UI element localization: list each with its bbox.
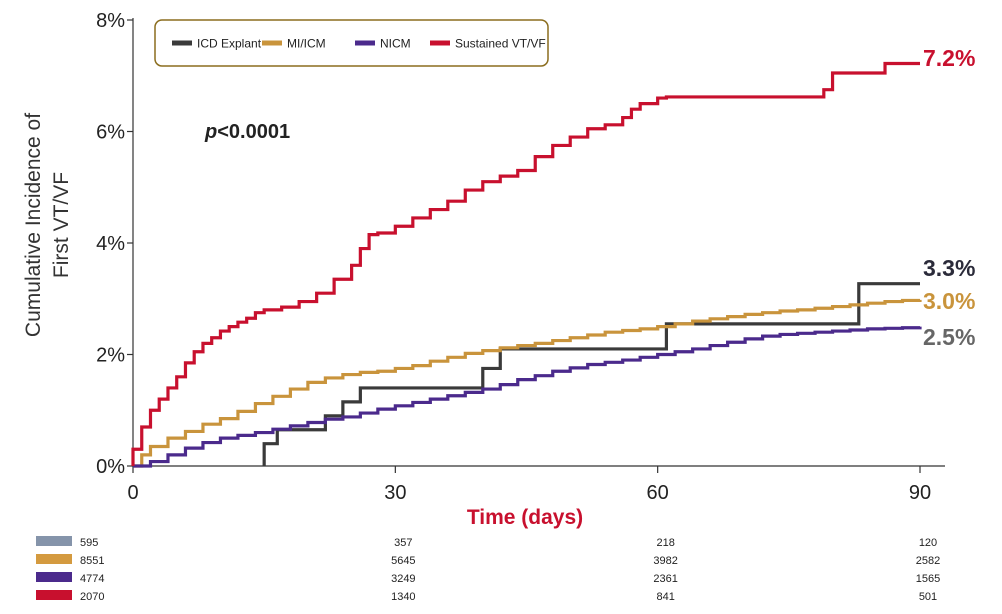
y-tick-label: 8% bbox=[96, 10, 125, 32]
y-tick-label: 6% bbox=[96, 122, 125, 144]
x-ticks: 0 30 60 90 bbox=[127, 466, 931, 504]
p-value-symbol: p bbox=[204, 121, 217, 143]
risk-table-swatch bbox=[36, 554, 72, 564]
end-label-mi-icm: 3.0% bbox=[923, 288, 975, 314]
risk-table-value: 4774 bbox=[80, 573, 104, 585]
risk-table-value: 1340 bbox=[391, 591, 415, 603]
p-value-threshold: <0.0001 bbox=[217, 121, 290, 143]
risk-table-value: 5645 bbox=[391, 555, 415, 567]
x-tick-label: 30 bbox=[384, 482, 406, 504]
series-line-sustained-vt-vf bbox=[131, 61, 920, 466]
risk-table-value: 218 bbox=[656, 537, 674, 549]
legend-label-mi-icm: MI/ICM bbox=[287, 37, 326, 51]
end-label-nicm: 2.5% bbox=[923, 324, 975, 350]
risk-table-value: 2582 bbox=[916, 555, 940, 567]
risk-table-swatch bbox=[36, 572, 72, 582]
y-axis-label-line-1: Cumulative Incidence of bbox=[22, 113, 45, 337]
y-tick-label: 0% bbox=[96, 456, 125, 478]
y-axis-label-line-2: First VT/VF bbox=[50, 172, 73, 278]
risk-table-swatch bbox=[36, 590, 72, 600]
series-line-icd-explant bbox=[262, 282, 920, 466]
risk-table-value: 2361 bbox=[653, 573, 677, 585]
risk-table: 595 357 218 120 8551 5645 3982 2582 4774 3249 2361… bbox=[36, 536, 940, 603]
end-labels: 3.3% 3.0% 2.5% 7.2% bbox=[923, 45, 975, 350]
risk-table-value: 2070 bbox=[80, 591, 104, 603]
y-tick-label: 4% bbox=[96, 233, 125, 255]
risk-table-value: 3249 bbox=[391, 573, 415, 585]
risk-table-value: 501 bbox=[919, 591, 937, 603]
series-line-mi-icm bbox=[133, 298, 922, 468]
x-axis-label: Time (days) bbox=[467, 506, 583, 529]
x-tick-label: 60 bbox=[647, 482, 669, 504]
legend-label-sustained-vt-vf: Sustained VT/VF bbox=[455, 37, 546, 51]
end-label-icd-explant: 3.3% bbox=[923, 255, 975, 281]
x-tick-label: 0 bbox=[127, 482, 138, 504]
legend: ICD Explant MI/ICM NICM Sustained VT/VF bbox=[154, 19, 549, 67]
end-label-sustained-vt-vf: 7.2% bbox=[923, 45, 975, 71]
risk-table-swatch bbox=[36, 536, 72, 546]
series-line-nicm bbox=[133, 326, 922, 468]
legend-label-icd-explant: ICD Explant bbox=[197, 37, 262, 51]
risk-table-value: 595 bbox=[80, 537, 98, 549]
risk-table-value: 357 bbox=[394, 537, 412, 549]
legend-box bbox=[154, 19, 549, 67]
risk-table-value: 1565 bbox=[916, 573, 940, 585]
legend-label-nicm: NICM bbox=[380, 37, 411, 51]
y-ticks: 0% 2% 4% 6% 8% bbox=[96, 10, 133, 478]
risk-table-value: 8551 bbox=[80, 555, 104, 567]
risk-table-value: 3982 bbox=[653, 555, 677, 567]
series-layer bbox=[131, 61, 922, 468]
risk-table-value: 120 bbox=[919, 537, 937, 549]
y-tick-label: 2% bbox=[96, 345, 125, 367]
risk-table-value: 841 bbox=[656, 591, 674, 603]
p-value-annotation: p<0.0001 bbox=[204, 121, 290, 143]
x-tick-label: 90 bbox=[909, 482, 931, 504]
